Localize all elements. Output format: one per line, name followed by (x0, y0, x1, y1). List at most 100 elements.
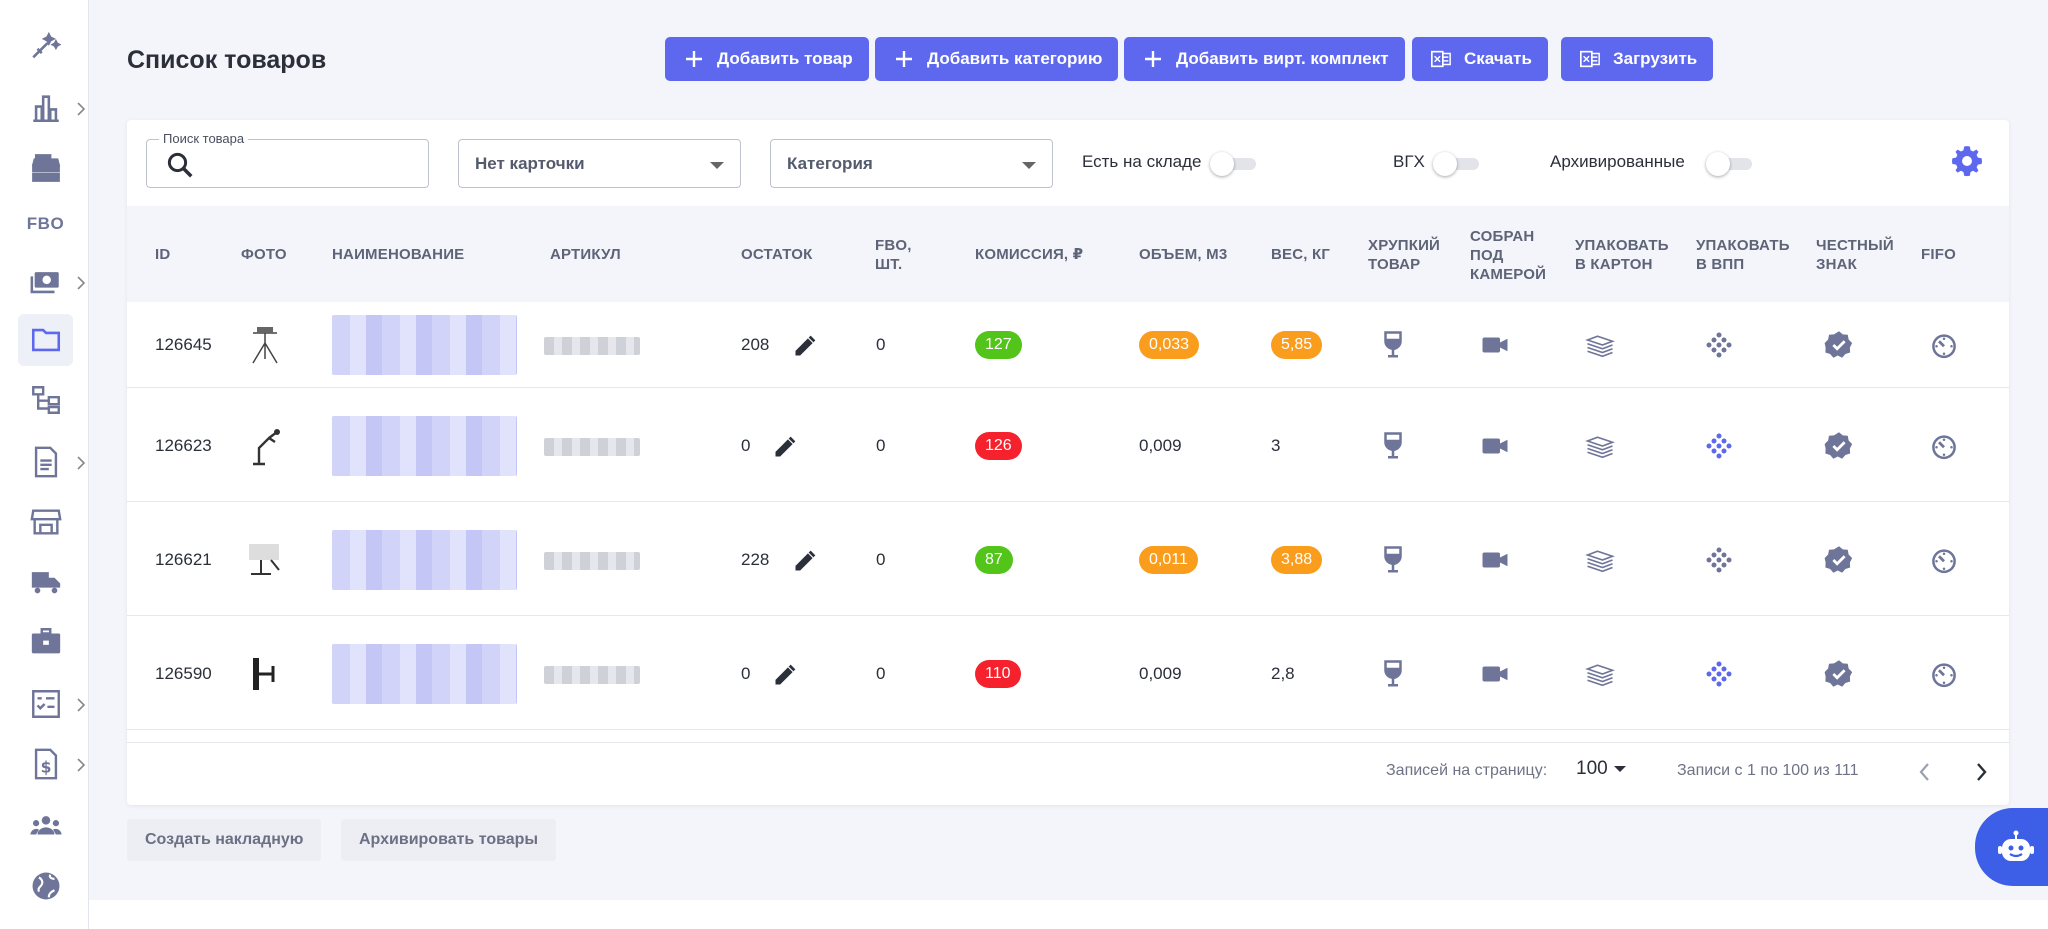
col-volume[interactable]: ОБЪЕМ, М3 (1139, 246, 1228, 263)
sidebar-item-language[interactable] (18, 860, 73, 912)
fragile-glass-icon (1384, 331, 1402, 358)
download-label: Скачать (1464, 49, 1532, 68)
bubble-wrap-toggle[interactable] (1704, 431, 1734, 461)
fbo-label: FBO (26, 214, 65, 233)
col-weight[interactable]: ВЕС, КГ (1271, 246, 1331, 263)
sidebar-item-cashier[interactable] (18, 142, 73, 194)
edit-pencil-icon[interactable] (792, 331, 822, 361)
invoice-icon: $ (34, 748, 57, 780)
col-fifo[interactable]: FIFO (1921, 246, 1956, 263)
edit-pencil-icon[interactable] (772, 432, 802, 462)
bubble-wrap-toggle[interactable] (1704, 330, 1734, 360)
search-label: Поиск товара (159, 131, 249, 146)
create-invoice-button[interactable]: Создать накладную (127, 819, 322, 861)
add-category-button[interactable]: Добавить категорию (875, 37, 1119, 81)
chevron-right-icon (77, 456, 86, 470)
archived-toggle[interactable] (1706, 152, 1754, 176)
sidebar-item-analytics[interactable] (18, 20, 73, 72)
col-sku[interactable]: АРТИКУЛ (550, 246, 621, 263)
col-stock[interactable]: ОСТАТОК (741, 246, 813, 263)
bubble-wrap-toggle[interactable] (1704, 545, 1734, 575)
card-select[interactable]: Нет карточки (458, 139, 741, 188)
sidebar-item-documents[interactable] (18, 436, 73, 488)
gear-icon[interactable] (1950, 144, 1984, 178)
sidebar-item-business[interactable] (18, 616, 73, 668)
chat-bot-button[interactable] (1975, 808, 2048, 886)
row-stock: 228 (741, 549, 770, 569)
vgh-toggle[interactable] (1433, 152, 1481, 176)
carton-toggle[interactable] (1585, 659, 1615, 689)
sidebar-item-reports[interactable] (18, 82, 73, 134)
product-photo[interactable] (243, 323, 287, 367)
sidebar-item-finance[interactable] (18, 256, 73, 308)
download-button[interactable]: Скачать (1412, 37, 1548, 81)
sidebar-item-payments[interactable]: $ (18, 738, 73, 790)
row-fbo: 0 (876, 549, 886, 569)
chevron-right-icon[interactable] (1971, 760, 1991, 784)
product-photo[interactable] (243, 424, 287, 468)
sidebar-item-structure[interactable] (18, 374, 73, 426)
bubble-wrap-toggle[interactable] (1704, 659, 1734, 689)
fifo-toggle[interactable] (1929, 545, 1959, 575)
archive-products-button[interactable]: Архивировать товары (341, 819, 557, 861)
archived-label: Архивированные (1550, 152, 1685, 171)
edit-pencil-icon[interactable] (792, 546, 822, 576)
team-icon (29, 816, 62, 835)
sidebar-item-store[interactable] (18, 496, 73, 548)
document-icon (34, 446, 57, 478)
col-camera[interactable]: СОБРАН ПОД КАМЕРОЙ (1470, 227, 1546, 284)
table-footer (127, 742, 2009, 805)
bubble-wrap-icon (1706, 433, 1732, 458)
carton-toggle[interactable] (1585, 545, 1615, 575)
col-fbo[interactable]: FBO, ШТ. (875, 236, 912, 274)
col-commission[interactable]: КОМИССИЯ, ₽ (975, 246, 1084, 263)
in-stock-toggle[interactable] (1210, 152, 1258, 176)
honest-sign-toggle[interactable] (1824, 545, 1854, 575)
product-name-redacted[interactable] (332, 415, 517, 476)
camera-toggle[interactable] (1480, 330, 1510, 360)
fragile-toggle[interactable] (1378, 431, 1408, 461)
honest-sign-toggle[interactable] (1824, 659, 1854, 689)
camera-toggle[interactable] (1480, 659, 1510, 689)
carton-toggle[interactable] (1585, 330, 1615, 360)
product-photo[interactable] (243, 652, 287, 696)
product-name-redacted[interactable] (332, 529, 517, 590)
col-fragile[interactable]: ХРУПКИЙ ТОВАР (1368, 236, 1440, 274)
col-bubble[interactable]: УПАКОВАТЬ В ВПП (1696, 236, 1790, 274)
fragile-toggle[interactable] (1378, 545, 1408, 575)
col-name[interactable]: НАИМЕНОВАНИЕ (332, 246, 465, 263)
chevron-left-icon[interactable] (1915, 760, 1935, 784)
add-category-label: Добавить категорию (927, 49, 1103, 68)
honest-sign-toggle[interactable] (1824, 431, 1854, 461)
carton-toggle[interactable] (1585, 431, 1615, 461)
camera-toggle[interactable] (1480, 431, 1510, 461)
upload-button[interactable]: Загрузить (1561, 37, 1714, 81)
add-virtual-kit-button[interactable]: Добавить вирт. комплект (1124, 37, 1405, 81)
fifo-toggle[interactable] (1929, 659, 1959, 689)
verified-badge-icon (1824, 331, 1853, 358)
fifo-toggle[interactable] (1929, 431, 1959, 461)
col-honest-sign[interactable]: ЧЕСТНЫЙ ЗНАК (1816, 236, 1894, 274)
add-product-button[interactable]: Добавить товар (665, 37, 869, 81)
category-select[interactable]: Категория (770, 139, 1053, 188)
sidebar-item-fbo[interactable]: FBO (18, 198, 73, 250)
sidebar-item-products[interactable] (18, 314, 73, 366)
search-input[interactable]: Поиск товара (146, 131, 429, 188)
row-weight: 3 (1271, 435, 1281, 455)
sidebar-item-tasks[interactable] (18, 678, 73, 730)
sidebar-item-team[interactable] (18, 800, 73, 852)
per-page-select[interactable]: 100 (1576, 758, 1626, 780)
honest-sign-toggle[interactable] (1824, 330, 1854, 360)
product-name-redacted[interactable] (332, 315, 517, 375)
col-carton[interactable]: УПАКОВАТЬ В КАРТОН (1575, 236, 1669, 274)
product-name-redacted[interactable] (332, 643, 517, 704)
folder-icon (31, 328, 60, 352)
fifo-toggle[interactable] (1929, 330, 1959, 360)
fragile-toggle[interactable] (1378, 659, 1408, 689)
fragile-toggle[interactable] (1378, 330, 1408, 360)
edit-pencil-icon[interactable] (772, 660, 802, 690)
sidebar-item-delivery[interactable] (18, 556, 73, 608)
product-photo[interactable] (243, 538, 287, 582)
camera-toggle[interactable] (1480, 545, 1510, 575)
col-id[interactable]: ID (155, 246, 171, 263)
